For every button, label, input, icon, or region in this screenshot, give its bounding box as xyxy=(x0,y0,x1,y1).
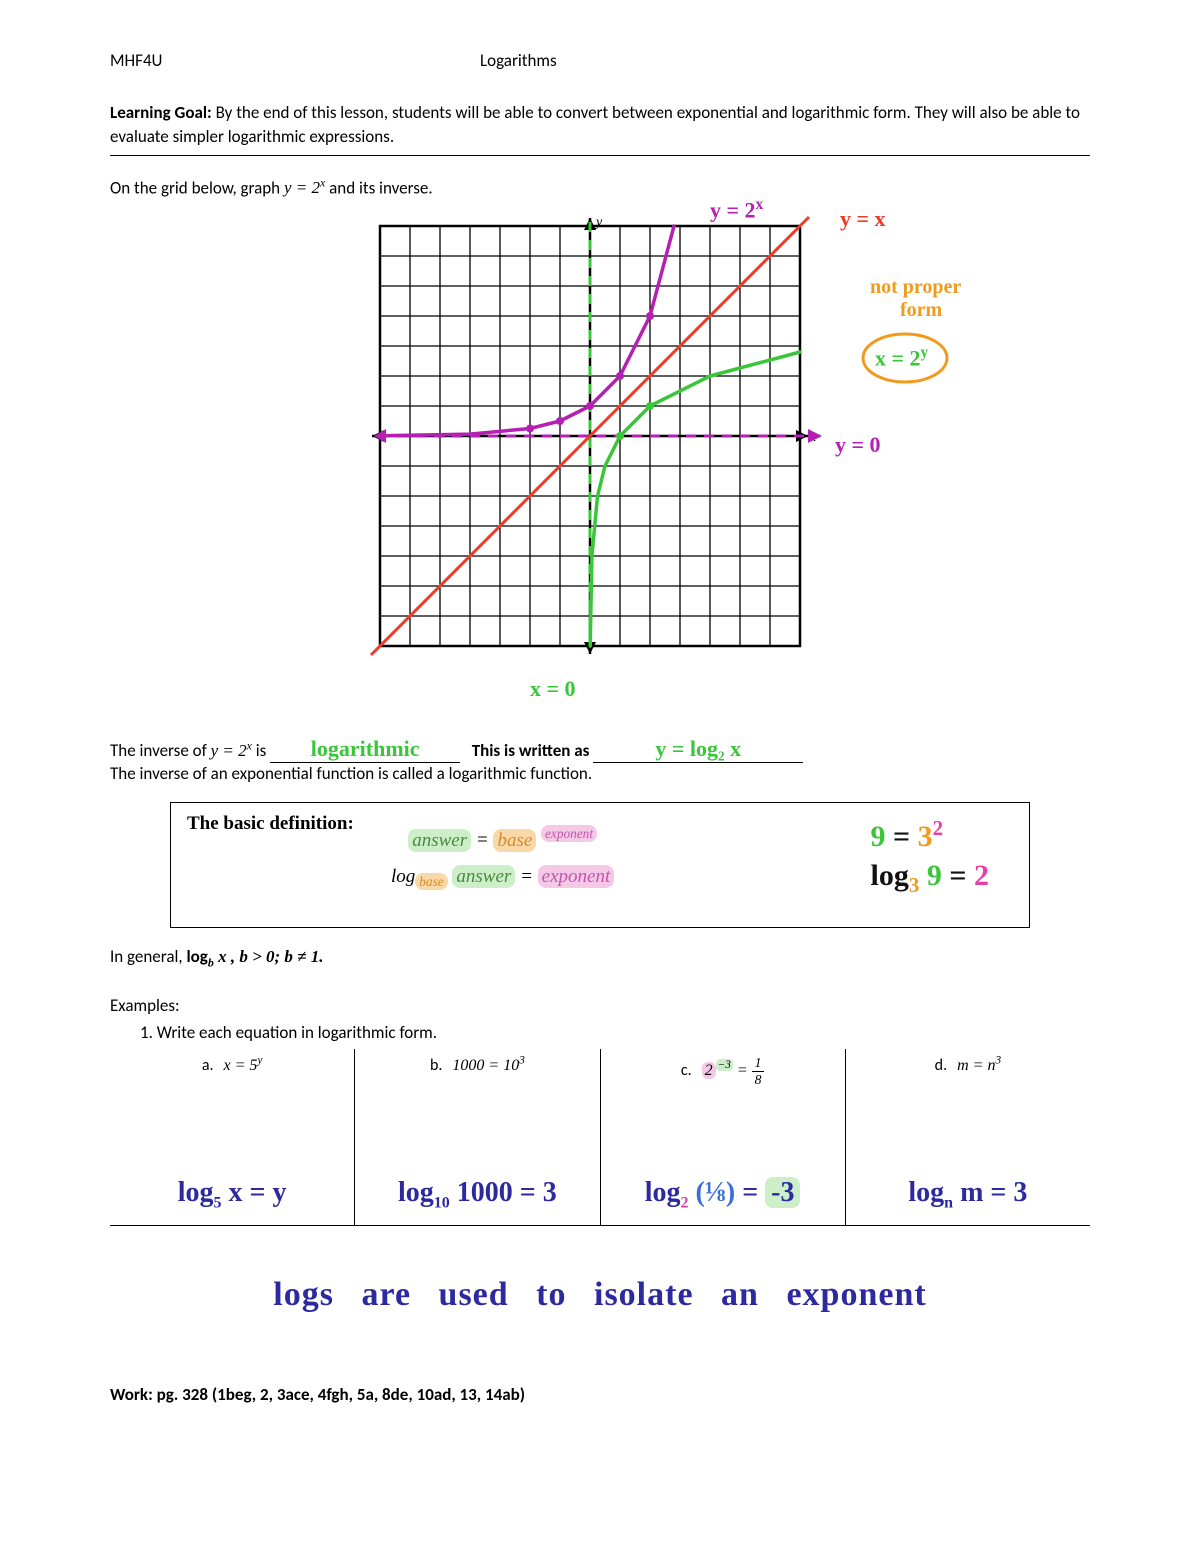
page-root: MHF4U Logarithms Learning Goal: By the e… xyxy=(0,0,1200,1455)
graph-prompt: On the grid below, graph y = 2x and its … xyxy=(110,176,1090,199)
examples-table: a.x = 5y log5 x = y b.1000 = 103 log10 1000… xyxy=(110,1049,1090,1226)
graph-prompt-eq: y = 2 xyxy=(284,178,320,197)
learning-goal-label: Learning Goal: xyxy=(110,102,212,123)
course-code: MHF4U xyxy=(110,50,480,71)
general-rest: x , b > 0; b ≠ 1. xyxy=(214,947,324,966)
example-question: c.2−3 = 18 xyxy=(607,1055,839,1088)
inverse-text-2: is xyxy=(252,740,270,761)
inverse-text-1: The inverse of xyxy=(110,740,211,761)
graph-prompt-prefix: On the grid below, graph xyxy=(110,177,284,198)
examples-question-1: 1. Write each equation in logarithmic fo… xyxy=(140,1022,1090,1043)
example-column: b.1000 = 103 log10 1000 = 3 xyxy=(355,1049,600,1225)
example-question: b.1000 = 103 xyxy=(361,1055,593,1075)
inverse-fill-1: logarithmic xyxy=(305,736,426,762)
graph-annotation: x = 2y xyxy=(875,344,928,371)
examples-header: Examples: xyxy=(110,995,1090,1016)
inverse-text-3: The inverse of an exponential function i… xyxy=(110,763,592,784)
inverse-fill-2: y = log₂ x xyxy=(649,736,747,762)
lesson-title: Logarithms xyxy=(480,50,557,71)
graph-prompt-suffix: and its inverse. xyxy=(325,177,432,198)
definition-example: 9 = 32log3 9 = 2 xyxy=(871,815,989,899)
inverse-statement: The inverse of y = 2x is logarithmic Thi… xyxy=(110,736,1090,784)
graph-svg: xy xyxy=(250,206,950,726)
example-answer: logn m = 3 xyxy=(846,1177,1090,1213)
summary-note: logs are used to isolate an exponent xyxy=(110,1276,1090,1314)
example-question: d.m = n3 xyxy=(852,1055,1084,1075)
example-question: a.x = 5y xyxy=(116,1055,348,1075)
graph-annotation-note: not properform xyxy=(870,276,961,322)
general-prefix: In general, xyxy=(110,946,186,967)
example-answer: log5 x = y xyxy=(110,1177,354,1213)
homework-footer: Work: pg. 328 (1beg, 2, 3ace, 4fgh, 5a, … xyxy=(110,1384,1090,1405)
svg-text:y: y xyxy=(594,215,603,230)
inverse-eq: y = 2 xyxy=(211,741,247,760)
definition-box: The basic definition: answer = base expo… xyxy=(170,802,1030,928)
example-answer: log2 (⅛) = -3 xyxy=(601,1177,845,1213)
page-header: MHF4U Logarithms xyxy=(110,50,1090,71)
learning-goal: Learning Goal: By the end of this lesson… xyxy=(110,101,1090,156)
example-column: c.2−3 = 18 log2 (⅛) = -3 xyxy=(601,1049,846,1225)
inverse-mid: This is written as xyxy=(472,740,594,761)
graph-annotation: y = x xyxy=(840,206,886,232)
general-log: log xyxy=(186,946,207,967)
graph-area: xy y = 2xy = xx = 2yy = 0x = 0not proper… xyxy=(250,206,950,726)
graph-annotation: y = 0 xyxy=(835,432,881,458)
learning-goal-text: By the end of this lesson, students will… xyxy=(110,102,1080,147)
definition-equations: answer = base exponentlogbase answer = e… xyxy=(391,821,614,895)
example-column: a.x = 5y log5 x = y xyxy=(110,1049,355,1225)
example-column: d.m = n3 logn m = 3 xyxy=(846,1049,1090,1225)
general-rule: In general, logb x , b > 0; b ≠ 1. xyxy=(110,946,1090,970)
graph-annotation: y = 2x xyxy=(710,196,763,223)
graph-annotation: x = 0 xyxy=(530,676,576,702)
example-answer: log10 1000 = 3 xyxy=(355,1177,599,1213)
